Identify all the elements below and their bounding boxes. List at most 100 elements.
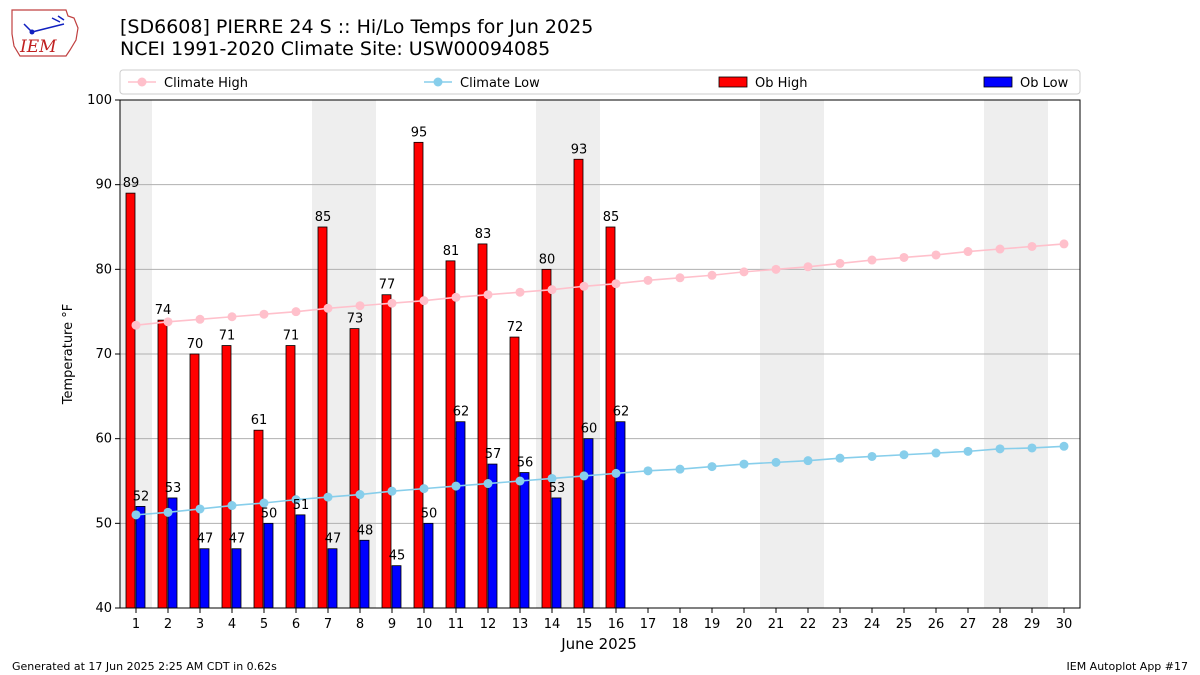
ob-low-bar <box>199 548 210 609</box>
ob-low-label: 50 <box>421 506 438 521</box>
ob-low-bar <box>231 548 242 609</box>
ob-high-bar <box>413 141 424 609</box>
x-tick-label: 14 <box>544 617 561 632</box>
climate-low-line <box>135 445 1065 516</box>
climate-high-point <box>835 258 845 268</box>
x-axis-label: June 2025 <box>560 635 637 653</box>
ob-high-label: 85 <box>603 210 620 225</box>
x-tick-label: 3 <box>196 617 204 632</box>
x-tick-label: 30 <box>1056 617 1073 632</box>
ob-low-label: 60 <box>581 422 598 437</box>
ob-high-bar <box>125 192 136 609</box>
ob-high-bar <box>285 345 296 609</box>
ob-high-label: 71 <box>219 329 236 344</box>
ob-low-label: 47 <box>229 532 246 547</box>
footer-app-id: IEM Autoplot App #17 <box>1066 660 1189 673</box>
ob-high-bar <box>349 328 360 609</box>
footer-generated: Generated at 17 Jun 2025 2:25 AM CDT in … <box>12 660 277 673</box>
climate-high-point <box>163 317 173 327</box>
ob-low-bar <box>615 421 626 609</box>
x-tick-label: 16 <box>608 617 625 632</box>
climate-low-point <box>1027 443 1037 453</box>
ob-high-label: 74 <box>155 303 172 318</box>
climate-high-point <box>739 267 749 277</box>
climate-low-point <box>291 495 301 505</box>
climate-low-point <box>611 468 621 478</box>
ob-low-bar <box>135 505 146 609</box>
climate-high-point <box>579 281 589 291</box>
climate-low-point <box>483 479 493 489</box>
climate-low-point <box>931 448 941 458</box>
chart-subtitle: NCEI 1991-2020 Climate Site: USW00094085 <box>120 38 551 60</box>
climate-high-point <box>963 247 973 257</box>
climate-low-point <box>515 476 525 486</box>
ob-low-bar <box>551 497 562 609</box>
climate-low-point <box>259 498 269 508</box>
x-tick-label: 9 <box>388 617 396 632</box>
legend-climate-high-marker <box>137 77 147 87</box>
climate-high-point <box>483 290 493 300</box>
x-tick-label: 15 <box>576 617 593 632</box>
climate-high-point <box>131 320 141 330</box>
climate-low-point <box>643 466 653 476</box>
x-tick-label: 6 <box>292 617 300 632</box>
ob-low-bar <box>583 438 594 609</box>
legend-ob-high-swatch <box>718 76 748 88</box>
climate-low-point <box>899 450 909 460</box>
logo-text: IEM <box>19 37 57 57</box>
y-tick-label: 60 <box>95 432 112 447</box>
ob-low-label: 47 <box>325 532 342 547</box>
ob-low-label: 53 <box>549 481 566 496</box>
ob-low-label: 47 <box>197 532 214 547</box>
climate-low-point <box>195 504 205 514</box>
x-tick-label: 24 <box>864 617 881 632</box>
climate-low-point <box>675 464 685 474</box>
climate-high-point <box>803 262 813 272</box>
x-tick-label: 1 <box>132 617 140 632</box>
x-tick-label: 25 <box>896 617 913 632</box>
ob-high-label: 93 <box>571 142 588 157</box>
climate-high-point <box>291 307 301 317</box>
climate-high-point <box>1027 241 1037 251</box>
climate-high-point <box>931 250 941 260</box>
y-tick-label: 50 <box>95 516 112 531</box>
climate-high-point <box>867 255 877 265</box>
ob-high-bar <box>317 226 328 609</box>
x-tick-label: 22 <box>800 617 817 632</box>
chart-title: [SD6608] PIERRE 24 S :: Hi/Lo Temps for … <box>120 16 594 38</box>
ob-high-label: 72 <box>507 320 524 335</box>
ob-low-label: 52 <box>133 489 150 504</box>
ob-low-bar <box>455 421 466 609</box>
ob-high-bar <box>221 345 232 609</box>
y-tick-label: 80 <box>95 262 112 277</box>
legend-ob-low-label: Ob Low <box>1020 76 1069 91</box>
ob-high-label: 73 <box>347 312 364 327</box>
ob-high-label: 77 <box>379 278 396 293</box>
ob-low-label: 50 <box>261 506 278 521</box>
ob-high-label: 85 <box>315 210 332 225</box>
chart-titles: [SD6608] PIERRE 24 S :: Hi/Lo Temps for … <box>120 16 593 60</box>
ob-high-label: 95 <box>411 125 428 140</box>
ob-high-label: 83 <box>475 227 492 242</box>
climate-low-point <box>355 490 365 500</box>
climate-high-point <box>547 285 557 295</box>
ob-low-label: 57 <box>485 447 502 462</box>
x-tick-label: 26 <box>928 617 945 632</box>
climate-low-point <box>867 451 877 461</box>
ob-low-bar <box>391 565 402 609</box>
x-tick-label: 20 <box>736 617 753 632</box>
ob-high-bar <box>445 260 456 609</box>
climate-low-point <box>227 501 237 511</box>
x-tick-label: 7 <box>324 617 332 632</box>
ob-high-bar <box>157 319 168 609</box>
ob-high-label: 81 <box>443 244 460 259</box>
ob-high-bar <box>541 268 552 609</box>
climate-low-point <box>739 459 749 469</box>
ob-low-label: 48 <box>357 523 374 538</box>
x-tick-label: 21 <box>768 617 785 632</box>
ob-low-label: 51 <box>293 498 310 513</box>
legend-climate-high-label: Climate High <box>164 76 248 91</box>
y-tick-label: 100 <box>87 93 112 108</box>
y-tick-label: 70 <box>95 347 112 362</box>
